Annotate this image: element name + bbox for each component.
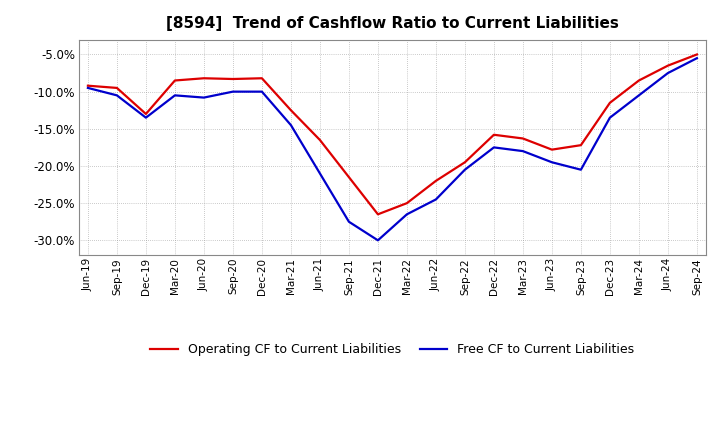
Free CF to Current Liabilities [577,167,585,172]
Free CF to Current Liabilities [548,160,557,165]
Operating CF to Current Liabilities [431,178,440,183]
Operating CF to Current Liabilities [112,85,121,91]
Operating CF to Current Liabilities [664,63,672,68]
Free CF to Current Liabilities [606,115,614,120]
Free CF to Current Liabilities [142,115,150,120]
Free CF to Current Liabilities [490,145,498,150]
Operating CF to Current Liabilities [548,147,557,152]
Operating CF to Current Liabilities [606,100,614,106]
Free CF to Current Liabilities [199,95,208,100]
Free CF to Current Liabilities [228,89,237,94]
Free CF to Current Liabilities [518,148,527,154]
Operating CF to Current Liabilities [228,77,237,82]
Operating CF to Current Liabilities [374,212,382,217]
Operating CF to Current Liabilities [142,111,150,117]
Free CF to Current Liabilities [693,55,701,61]
Legend: Operating CF to Current Liabilities, Free CF to Current Liabilities: Operating CF to Current Liabilities, Fre… [145,338,639,361]
Title: [8594]  Trend of Cashflow Ratio to Current Liabilities: [8594] Trend of Cashflow Ratio to Curren… [166,16,618,32]
Operating CF to Current Liabilities [345,175,354,180]
Operating CF to Current Liabilities [287,108,295,113]
Free CF to Current Liabilities [287,122,295,128]
Free CF to Current Liabilities [374,238,382,243]
Free CF to Current Liabilities [315,171,324,176]
Free CF to Current Liabilities [402,212,411,217]
Operating CF to Current Liabilities [171,78,179,83]
Operating CF to Current Liabilities [693,52,701,57]
Operating CF to Current Liabilities [402,201,411,206]
Free CF to Current Liabilities [112,93,121,98]
Operating CF to Current Liabilities [199,76,208,81]
Operating CF to Current Liabilities [577,143,585,148]
Line: Free CF to Current Liabilities: Free CF to Current Liabilities [88,58,697,240]
Line: Operating CF to Current Liabilities: Operating CF to Current Liabilities [88,55,697,214]
Free CF to Current Liabilities [171,93,179,98]
Operating CF to Current Liabilities [84,83,92,88]
Free CF to Current Liabilities [84,85,92,91]
Operating CF to Current Liabilities [518,136,527,141]
Free CF to Current Liabilities [431,197,440,202]
Free CF to Current Liabilities [634,93,643,98]
Free CF to Current Liabilities [461,167,469,172]
Operating CF to Current Liabilities [490,132,498,137]
Free CF to Current Liabilities [258,89,266,94]
Operating CF to Current Liabilities [634,78,643,83]
Operating CF to Current Liabilities [315,137,324,143]
Free CF to Current Liabilities [345,219,354,224]
Free CF to Current Liabilities [664,70,672,76]
Operating CF to Current Liabilities [461,160,469,165]
Operating CF to Current Liabilities [258,76,266,81]
